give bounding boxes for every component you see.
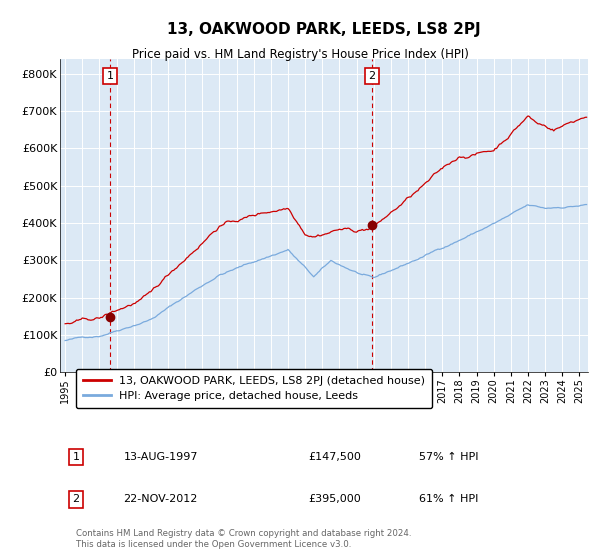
Text: 57% ↑ HPI: 57% ↑ HPI — [419, 452, 479, 462]
Text: Contains HM Land Registry data © Crown copyright and database right 2024.
This d: Contains HM Land Registry data © Crown c… — [76, 529, 412, 549]
Legend: 13, OAKWOOD PARK, LEEDS, LS8 2PJ (detached house), HPI: Average price, detached : 13, OAKWOOD PARK, LEEDS, LS8 2PJ (detach… — [76, 369, 432, 408]
Text: 1: 1 — [107, 71, 113, 81]
Text: Price paid vs. HM Land Registry's House Price Index (HPI): Price paid vs. HM Land Registry's House … — [131, 48, 469, 60]
Text: 22-NOV-2012: 22-NOV-2012 — [124, 494, 198, 505]
Text: £147,500: £147,500 — [308, 452, 361, 462]
Text: 2: 2 — [72, 494, 79, 505]
Text: 13-AUG-1997: 13-AUG-1997 — [124, 452, 198, 462]
Text: 61% ↑ HPI: 61% ↑ HPI — [419, 494, 478, 505]
Text: 2: 2 — [368, 71, 376, 81]
Text: £395,000: £395,000 — [308, 494, 361, 505]
Title: 13, OAKWOOD PARK, LEEDS, LS8 2PJ: 13, OAKWOOD PARK, LEEDS, LS8 2PJ — [167, 22, 481, 37]
Text: 1: 1 — [73, 452, 79, 462]
